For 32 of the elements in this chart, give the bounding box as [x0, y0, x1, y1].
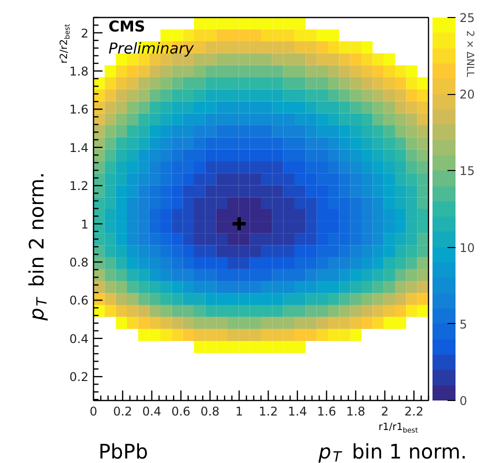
x-tick-label: 1.4 [288, 404, 307, 418]
y-tick-label: 1.8 [69, 64, 89, 78]
x-tick-label: 2.2 [404, 404, 424, 418]
text: pT bin 2 norm. [24, 172, 50, 322]
y-tick-label: 0.6 [69, 294, 89, 308]
color-bar-label: 5 [460, 317, 468, 332]
x-tick-label: 1.8 [346, 404, 366, 418]
x-tick-label: 1.2 [258, 404, 278, 418]
x-tick-label: 1 [235, 404, 243, 418]
color-bar-title: 2 × ΔNLL [464, 30, 475, 78]
y-tick-label: 1 [80, 217, 89, 232]
x-tick-label: 0.8 [200, 404, 220, 418]
x-tick-label: 0.4 [142, 404, 162, 418]
y-tick-label: 2 [80, 26, 89, 40]
y-tick-label: 1.6 [69, 102, 89, 117]
y-tick-label: 1.4 [69, 140, 89, 155]
color-bar-label: 15 [460, 164, 475, 178]
color-bar-label: 10 [460, 240, 475, 255]
annotation: CMS [108, 18, 146, 36]
y-tick-label: 1.2 [69, 179, 89, 194]
x-tick-label: 0 [90, 404, 98, 418]
text: PbPb [98, 440, 148, 463]
x-tick-label: 1.6 [317, 404, 336, 418]
color-bar-label: 0 [460, 394, 468, 408]
y-tick-label: 0.4 [69, 332, 89, 346]
y-tick-label: 0.8 [69, 256, 89, 270]
x-tick-label: 0.2 [113, 404, 132, 418]
color-bar-label: 20 [460, 88, 475, 102]
x-tick-label: 0.6 [171, 404, 190, 418]
color-bar-label: 25 [460, 11, 475, 25]
x-tick-label: 2 [380, 404, 389, 418]
y-tick-label: 0.2 [69, 370, 89, 384]
